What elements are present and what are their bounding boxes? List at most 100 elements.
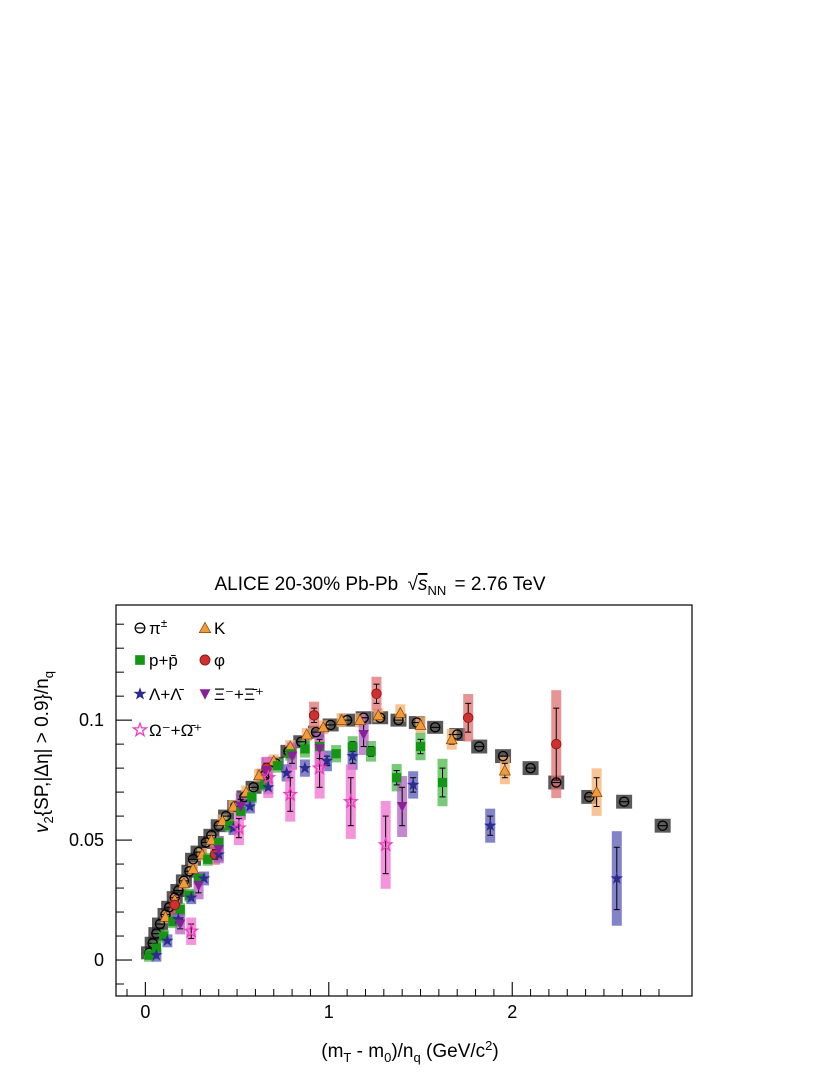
data-point <box>525 762 536 774</box>
data-point <box>371 688 382 699</box>
x-tick-label: 1 <box>324 1002 334 1022</box>
data-point <box>175 905 185 915</box>
title-prefix: ALICE 20-30% Pb-Pb <box>214 574 398 595</box>
data-point <box>248 782 259 793</box>
title-sqrt-sign: √ <box>408 574 419 595</box>
data-point <box>225 821 235 831</box>
chart-title: ALICE 20-30% Pb-Pb √sNN = 2.76 TeV <box>214 574 545 600</box>
data-point <box>154 918 166 930</box>
data-point-ring <box>497 750 509 762</box>
data-point <box>377 836 394 852</box>
data-point <box>451 729 463 740</box>
legend-label-main: Ξ⁻+Ξ̄⁺ <box>214 685 264 704</box>
data-point <box>197 872 211 884</box>
data-point <box>298 761 312 774</box>
data-point <box>353 714 366 725</box>
data-point <box>657 820 668 831</box>
title-sqrt-sub: NN <box>427 583 446 598</box>
data-point <box>335 714 348 725</box>
data-point <box>168 917 178 927</box>
ylabel-sub-a: 2 <box>41 816 56 823</box>
data-point-ring <box>429 722 441 733</box>
data-point <box>184 890 194 900</box>
legend-label: φ <box>214 651 225 670</box>
title-sqrt-var: s <box>418 574 428 595</box>
legend-label-main: p+p̄ <box>149 651 178 670</box>
data-point <box>150 948 163 961</box>
marker-layer <box>143 688 668 961</box>
data-point <box>618 796 630 807</box>
data-point <box>308 710 320 721</box>
data-point <box>342 793 359 809</box>
legend-label-main: φ <box>214 651 225 670</box>
legend-label: Λ+Λ̄ <box>149 685 185 704</box>
data-point <box>185 891 198 903</box>
data-point <box>243 800 257 812</box>
data-point <box>320 754 334 767</box>
legend-marker <box>199 689 211 700</box>
data-point <box>280 766 293 779</box>
data-point <box>144 950 154 960</box>
data-point <box>193 881 204 892</box>
xlabel-sub-b: 0 <box>384 1050 391 1065</box>
data-point <box>193 873 204 884</box>
legend-marker <box>133 687 147 700</box>
data-point <box>261 766 272 777</box>
data-point <box>175 919 186 930</box>
data-point <box>230 819 247 835</box>
plot-frame <box>115 604 693 997</box>
data-point <box>159 931 169 941</box>
data-point <box>414 718 427 730</box>
data-point <box>282 786 299 802</box>
xlabel-sub-c: q <box>414 1050 421 1065</box>
legend-label: p+p̄ <box>149 651 178 670</box>
ylabel-sub-b: q <box>41 671 56 678</box>
data-point-ring <box>325 719 336 731</box>
data-point <box>551 738 562 750</box>
xlabel-sub-a: T <box>343 1050 351 1065</box>
data-point <box>437 777 448 788</box>
data-point <box>314 744 325 755</box>
data-point <box>300 744 310 754</box>
data-point <box>610 872 623 884</box>
ylabel-part-b: {SP,|Δη| > 0.9}/n <box>32 678 53 816</box>
data-point <box>187 862 200 874</box>
data-point-ring <box>220 810 232 822</box>
data-point <box>183 922 200 939</box>
data-point <box>484 819 497 831</box>
data-point-ring <box>525 762 536 774</box>
legend-marker-ring <box>134 622 146 634</box>
y-tick-label: 0.05 <box>69 830 104 850</box>
title-suffix: = 2.76 TeV <box>455 574 546 595</box>
legend-label-main: Λ+Λ̄ <box>149 685 185 704</box>
ylabel-part-a: v <box>32 822 53 833</box>
data-point <box>262 780 275 793</box>
xlabel-part-b: - m <box>351 1041 384 1062</box>
data-point <box>445 733 458 745</box>
data-point <box>300 728 313 740</box>
data-point <box>372 709 385 721</box>
legend-marker <box>198 621 212 634</box>
x-tick-label: 0 <box>140 1002 150 1022</box>
data-point <box>498 764 511 776</box>
data-point <box>220 810 232 822</box>
y-tick-label: 0.1 <box>79 710 104 730</box>
data-point <box>429 722 441 733</box>
data-point-ring <box>618 796 630 807</box>
data-point <box>463 712 474 723</box>
data-point-ring <box>473 741 485 752</box>
data-point-ring <box>657 820 668 831</box>
data-point <box>169 899 180 911</box>
data-point <box>259 780 270 790</box>
data-point <box>151 943 161 953</box>
data-point <box>253 769 266 781</box>
xlabel-part-d: (GeV/c <box>421 1041 485 1062</box>
xlabel-part-a: (m <box>321 1041 343 1062</box>
data-point <box>213 845 224 856</box>
legend: π± Kp+p̄ φ Λ+Λ̄ Ξ⁻+Ξ̄⁺ Ω⁻+Ω̄⁺ <box>131 616 264 740</box>
data-point <box>214 837 224 848</box>
xlabel-part-c: )/n <box>391 1041 413 1062</box>
y-axis-title: v2{SP,|Δη| > 0.9}/nq <box>32 671 56 833</box>
data-point-ring <box>451 729 463 740</box>
